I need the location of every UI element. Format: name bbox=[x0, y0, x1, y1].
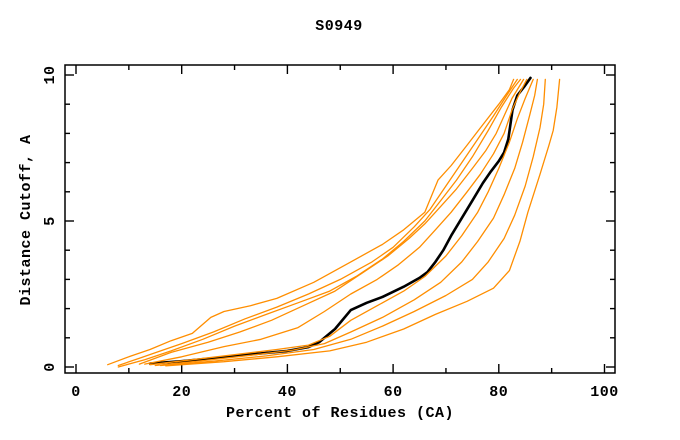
y-tick-label: 0 bbox=[42, 362, 59, 372]
y-axis-label: Distance Cutoff, A bbox=[18, 134, 35, 305]
y-tick-label: 10 bbox=[42, 65, 59, 84]
series-lines bbox=[107, 76, 561, 368]
series-line-orange-curve-8 bbox=[159, 78, 546, 367]
frame-rect bbox=[64, 64, 616, 374]
series-line-orange-curve-6 bbox=[149, 78, 534, 366]
series-line-orange-curve-1 bbox=[107, 78, 515, 366]
x-tick-label: 40 bbox=[278, 384, 297, 401]
chart-title: S0949 bbox=[315, 18, 363, 35]
series-line-orange-curve-7 bbox=[154, 78, 539, 367]
y-tick-label: 5 bbox=[42, 216, 59, 226]
x-tick-label: 60 bbox=[384, 384, 403, 401]
series-line-orange-curve-5 bbox=[144, 78, 528, 365]
series-line-orange-curve-9 bbox=[165, 78, 561, 367]
x-tick-label: 0 bbox=[71, 384, 81, 401]
series-line-orange-curve-4 bbox=[138, 78, 525, 365]
x-tick-label: 100 bbox=[590, 384, 619, 401]
series-line-orange-curve-2 bbox=[117, 78, 518, 367]
plot-frame bbox=[64, 64, 616, 374]
tick-labels: 0 20 40 60 80 100 0 5 10 bbox=[42, 65, 619, 401]
x-axis-label: Percent of Residues (CA) bbox=[226, 405, 454, 422]
axis-ticks bbox=[65, 65, 615, 373]
x-tick-label: 80 bbox=[489, 384, 508, 401]
x-tick-label: 20 bbox=[172, 384, 191, 401]
